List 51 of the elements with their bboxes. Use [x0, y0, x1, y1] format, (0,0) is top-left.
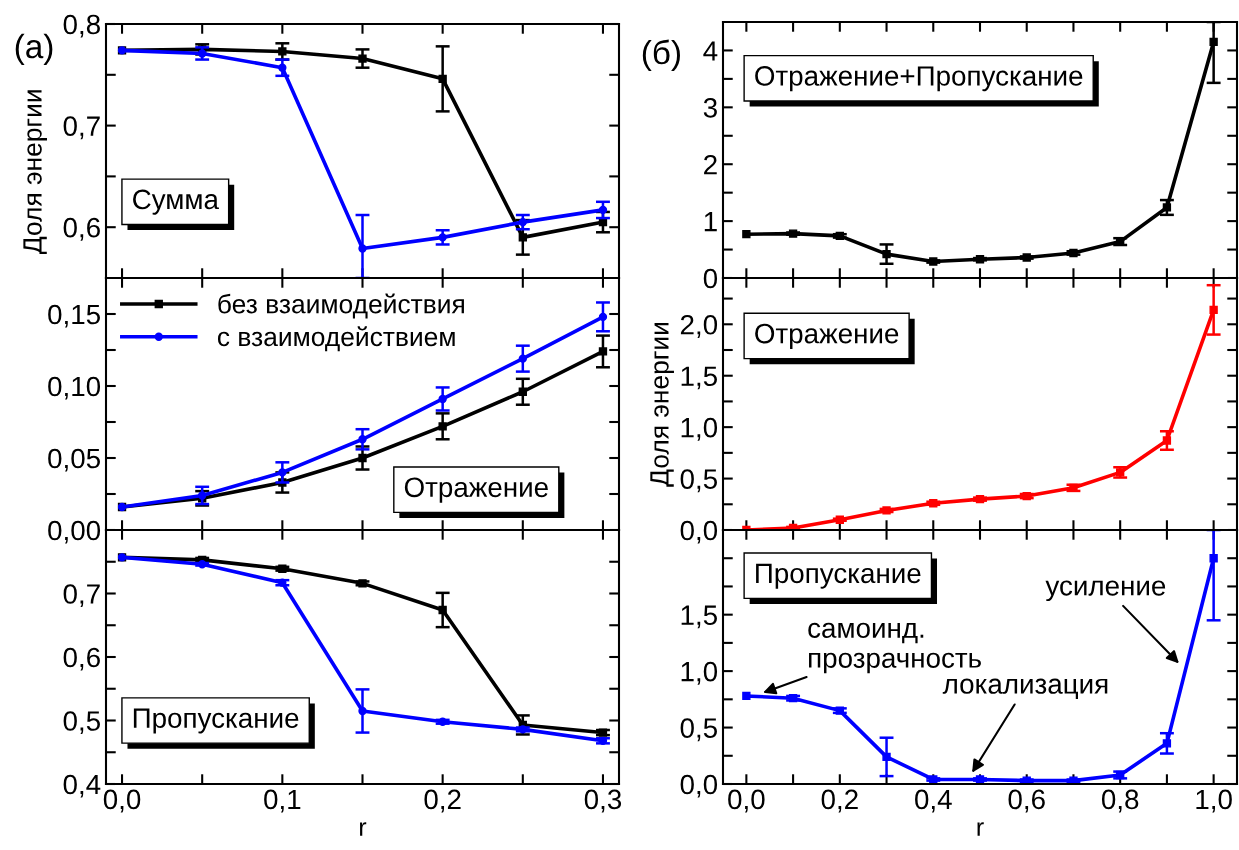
annotation: Отражение+Пропускание — [755, 66, 1083, 92]
y-axis-title: Доля энергии — [23, 90, 48, 255]
y-tick-label: 0 — [703, 268, 718, 289]
annotation: локализация — [942, 678, 1108, 700]
x-tick-label: 0,1 — [264, 789, 301, 813]
x-tick-label: 0,6 — [1008, 789, 1045, 813]
annotation: Отражение — [755, 323, 899, 349]
y-tick-label: 0,5 — [680, 718, 717, 742]
annotation: Пропускание — [756, 563, 921, 589]
y-tick-label: 0,5 — [680, 469, 717, 493]
y-axis-title: Доля энергии — [650, 322, 674, 487]
x-tick-label: 0,2 — [424, 789, 461, 813]
y-tick-label: 0,8 — [63, 14, 100, 38]
y-tick-label: 3 — [703, 98, 717, 118]
y-tick-label: 1,5 — [681, 605, 717, 629]
legend-label: с взаимодействием — [217, 326, 455, 352]
x-tick-label: 0,4 — [915, 789, 952, 813]
y-tick-label: 1 — [704, 212, 717, 232]
y-tick-label: 2,0 — [680, 314, 718, 338]
text: (а) — [15, 33, 53, 65]
y-tick-label: 1,0 — [681, 661, 718, 685]
x-tick-label: 0,2 — [821, 789, 858, 813]
legend-label: без взаимодействия — [218, 293, 464, 319]
annotation: усиление — [1045, 580, 1166, 602]
x-tick-label: 0,0 — [728, 789, 765, 813]
y-tick-label: 0,15 — [48, 304, 100, 328]
annotation: Пропускание — [133, 708, 299, 734]
y-tick-label: 0,7 — [63, 116, 100, 140]
x-tick-label: 1,0 — [1196, 789, 1232, 813]
y-tick-label: 0,7 — [63, 584, 100, 608]
x-tick-label: 0,0 — [103, 789, 141, 813]
y-tick-label: 4 — [703, 41, 718, 61]
text: (б) — [642, 39, 680, 71]
y-tick-label: 0,5 — [63, 711, 100, 735]
y-tick-label: 0,6 — [63, 217, 100, 241]
y-tick-label: 0,0 — [680, 520, 718, 544]
y-tick-label: 0,0 — [680, 774, 718, 798]
y-tick-label: 1,5 — [681, 366, 717, 390]
annotation: Сумма — [133, 189, 219, 215]
annotation: Отражение — [404, 477, 548, 503]
y-tick-label: 0,00 — [48, 520, 101, 544]
y-tick-label: 0,4 — [63, 774, 101, 798]
x-tick-label: 0,3 — [584, 789, 622, 813]
y-tick-label: 0,05 — [48, 448, 100, 472]
x-axis-title: r — [360, 822, 367, 836]
x-axis-title: r — [977, 822, 984, 836]
y-tick-label: 2 — [704, 154, 717, 175]
x-tick-label: 0,8 — [1101, 789, 1139, 813]
y-tick-label: 0,6 — [63, 647, 100, 671]
y-tick-label: 1,0 — [681, 417, 718, 441]
y-tick-label: 0,10 — [48, 376, 101, 400]
